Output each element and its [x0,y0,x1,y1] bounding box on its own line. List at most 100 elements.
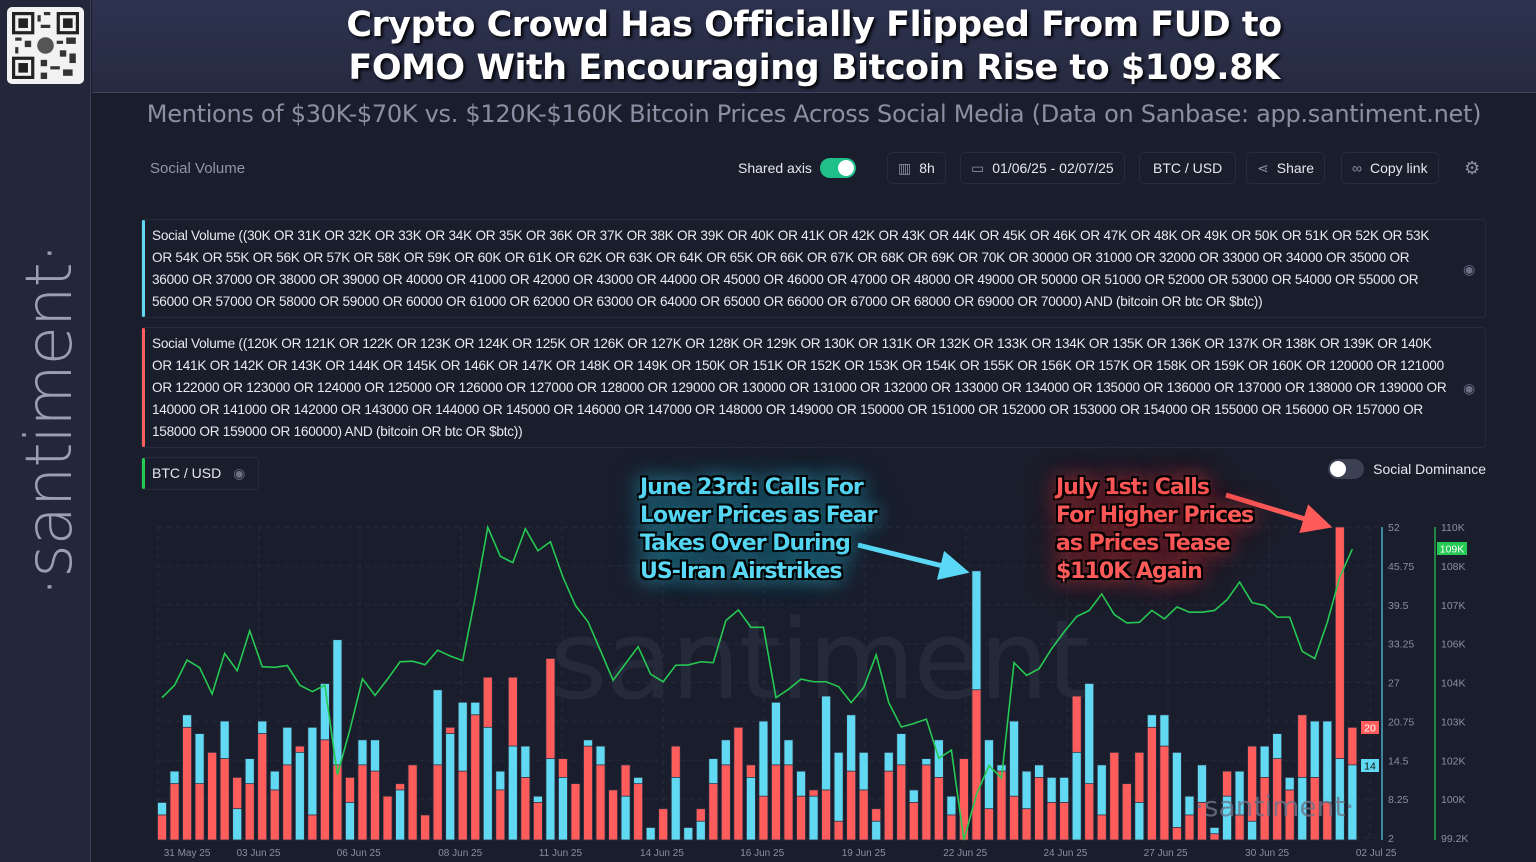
eye-icon[interactable]: ◉ [1463,379,1475,396]
badge-price-last [1437,542,1467,555]
share-button[interactable]: ⋖ Share [1246,152,1326,184]
bar-red [720,764,731,841]
bar-red [357,764,368,841]
bar-cyan [294,751,305,841]
settings-gear-icon[interactable]: ⚙ [1464,157,1481,178]
bar-cyan [445,733,456,841]
legend-query-red[interactable]: Social Volume ((120K OR 121K OR 122K OR … [141,327,1486,448]
badge-red-last [1361,721,1379,734]
toggle-switch[interactable] [1328,459,1365,479]
date-range-button[interactable]: ▭ 01/06/25 - 02/07/25 [960,152,1125,184]
bar-red [1034,777,1044,841]
x-tick-label: 08 Jun 25 [438,848,482,859]
x-tick-label: 30 Jun 25 [1245,848,1289,859]
bar-red [971,689,982,841]
bar-red [570,783,581,841]
bar-cyan [1347,764,1358,841]
share-label: Share [1276,160,1315,176]
copy-link-button[interactable]: ∞ Copy link [1341,152,1439,184]
y-right-tick-label: 110K [1441,522,1465,534]
y-right-tick-label: 103K [1441,716,1466,728]
bar-red [520,777,531,841]
bar-red [470,714,481,841]
bar-red [1234,814,1245,841]
bar-red [1209,833,1220,841]
query-text: Social Volume ((120K OR 121K OR 122K OR … [152,336,1447,439]
link-icon: ∞ [1352,160,1362,176]
subtitle: Mentions of $30K-$70K vs. $120K-$160K Bi… [146,100,1482,128]
bar-red [921,764,932,841]
interval-label: 8h [919,160,935,176]
bar-red [332,764,343,841]
y-right-tick-label: 100K [1441,794,1466,806]
bar-red [269,789,280,841]
bar-red [1159,745,1170,841]
bar-red [169,783,180,841]
bar-red [1322,802,1333,841]
bar-red [1109,751,1120,841]
bar-red [420,814,431,841]
legend-btc-usd[interactable]: BTC / USD ◉ [141,457,259,490]
bar-red [583,745,593,841]
pair-button[interactable]: BTC / USD [1139,152,1237,184]
bar-red [457,770,468,841]
bar-cyan [345,802,355,841]
bar-red [658,808,669,841]
qr-code-icon [7,7,84,84]
x-tick-label: 16 Jun 25 [740,848,784,859]
bar-red [533,802,543,841]
y-left-tick-label: 20.75 [1388,716,1414,728]
shared-axis-toggle[interactable]: Shared axis [728,152,866,184]
bar-cyan [645,827,656,841]
bar-red [257,733,268,841]
share-icon: ⋖ [1257,159,1269,176]
bar-red [1084,783,1095,841]
bar-cyan [1334,758,1345,841]
page-title: Crypto Crowd Has Officially Flipped From… [92,0,1536,90]
eye-icon[interactable]: ◉ [233,465,246,481]
x-tick-label: 19 Jun 25 [842,848,886,859]
bar-red [846,770,857,841]
sidebar: ·santiment· [0,0,91,862]
y-left-tick-label: 39.5 [1388,600,1409,612]
interval-button[interactable]: ▥ 8h [887,152,946,184]
bar-red [207,751,218,841]
series-color-bar [142,328,145,447]
bar-cyan [808,795,819,841]
bar-red [833,820,844,841]
title-line-1: Crypto Crowd Has Officially Flipped From… [346,5,1282,45]
bar-red [307,814,318,841]
bar-red [182,726,192,841]
annotation-line: $110K Again [1056,559,1203,584]
legend-panel: Social Volume ((30K OR 31K OR 32K OR 33K… [141,219,1486,490]
bar-cyan [558,777,568,841]
bar-cyan [1071,751,1082,841]
eye-icon[interactable]: ◉ [1463,260,1475,277]
bar-red [996,770,1007,841]
bar-cyan [695,820,706,841]
bar-red [319,739,330,841]
bar-red [608,789,618,841]
bar-red [1121,783,1132,841]
social-dominance-toggle[interactable]: Social Dominance [1328,459,1486,479]
shared-axis-label: Shared axis [738,160,812,176]
watermark-center: santiment [550,596,1090,724]
legend-query-cyan[interactable]: Social Volume ((30K OR 31K OR 32K OR 33K… [141,219,1486,318]
x-tick-label: 11 Jun 25 [539,848,583,859]
bar-red [783,764,794,841]
pair-label: BTC / USD [1153,160,1223,176]
y-left-tick-label: 8.25 [1388,794,1409,806]
y-left-tick-label: 2 [1388,833,1394,845]
y-left-tick-label: 52 [1388,522,1400,534]
btc-price-line [161,524,1354,841]
bar-red [896,764,907,841]
social-dominance-label: Social Dominance [1373,461,1486,477]
toggle-switch[interactable] [819,158,856,178]
bar-cyan [1134,802,1145,841]
x-tick-label: 24 Jun 25 [1043,848,1087,859]
series-color-bar [142,458,145,489]
bar-cyan [507,745,518,841]
annotation-june-23: June 23rd: Calls For Lower Prices as Fea… [640,474,877,586]
bar-red [1009,795,1019,841]
